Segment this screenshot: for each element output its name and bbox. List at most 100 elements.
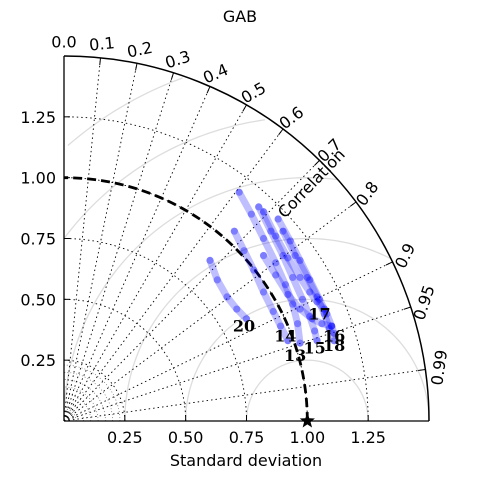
- rmsd-contour: [185, 298, 430, 422]
- axes-layer: 0.25 0.25 0.50 0.50 0.75 0.75 1.00 1.00 1.25 1.25…: [20, 33, 451, 448]
- x-tick-label: 1.25: [350, 428, 386, 447]
- data-point: [330, 337, 338, 345]
- correlation-tick: [314, 159, 320, 166]
- data-point: [255, 203, 263, 211]
- data-point: [267, 227, 275, 235]
- y-tick-label: 1.25: [20, 108, 56, 127]
- series-track: [206, 256, 250, 323]
- correlation-tick: [349, 201, 357, 207]
- data-point: [259, 288, 268, 296]
- x-tick-label: 0.50: [168, 428, 204, 447]
- data-point: [235, 188, 243, 196]
- data-point: [259, 234, 268, 243]
- series-track: [279, 227, 338, 345]
- data-point: [296, 273, 304, 282]
- series-track: [260, 252, 336, 330]
- data-point: [306, 288, 314, 296]
- correlation-tick: [385, 261, 393, 266]
- reference-star-marker: [299, 413, 315, 428]
- data-point: [233, 305, 241, 313]
- data-point: [213, 276, 221, 284]
- data-point: [320, 305, 328, 313]
- correlation-tick-label: 0.0: [51, 33, 76, 52]
- data-point: [284, 254, 292, 262]
- data-point: [323, 310, 331, 318]
- correlation-tick-label: 0.8: [352, 178, 382, 210]
- correlation-tick-label: 0.99: [427, 349, 451, 387]
- data-point: [242, 315, 251, 323]
- data-point: [306, 312, 314, 320]
- data-point: [328, 322, 336, 330]
- data-point: [298, 295, 307, 303]
- data-point: [294, 320, 302, 328]
- y-tick-label: 0.50: [20, 290, 56, 309]
- data-point: [296, 305, 304, 313]
- correlation-tick: [278, 128, 284, 136]
- std-gridline: [63, 116, 369, 422]
- std-gridline: [63, 298, 187, 422]
- data-point: [272, 271, 280, 279]
- correlation-tick: [418, 369, 426, 372]
- data-point: [272, 232, 280, 240]
- data-point: [230, 227, 238, 235]
- point-label: 15: [304, 339, 326, 358]
- data-point: [279, 227, 287, 235]
- data-point: [279, 251, 287, 260]
- y-tick-label: 0.25: [20, 351, 56, 370]
- series-track: [274, 215, 338, 337]
- series-track: [235, 188, 304, 347]
- correlation-gridline: [63, 369, 426, 422]
- correlation-tick: [403, 306, 411, 310]
- data-point: [269, 307, 277, 316]
- correlation-tick: [99, 57, 101, 66]
- point-label: 17: [308, 304, 330, 323]
- data-point: [328, 322, 336, 330]
- data-point: [281, 281, 290, 289]
- data-point: [289, 300, 297, 308]
- x-tick-label: 0.75: [229, 428, 265, 447]
- data-point: [223, 293, 231, 301]
- std-gridline: [63, 372, 113, 422]
- correlation-tick-label: 0.95: [409, 283, 438, 323]
- correlation-tick: [242, 104, 247, 112]
- rmsd-contour: [245, 359, 369, 422]
- data-point: [318, 320, 326, 328]
- data-point: [284, 337, 292, 345]
- data-point: [313, 298, 321, 306]
- correlation-arc: [63, 55, 430, 422]
- correlation-tick-label: 0.4: [200, 60, 231, 88]
- x-tick-label: 1.00: [290, 428, 326, 447]
- data-point: [250, 266, 258, 274]
- data-point: [313, 293, 321, 301]
- data-point: [240, 247, 248, 255]
- data-point: [276, 322, 285, 330]
- data-point: [330, 329, 338, 337]
- series-track: [255, 203, 321, 345]
- correlation-gridline: [63, 86, 211, 422]
- point-label: 20: [233, 317, 255, 336]
- data-point: [259, 251, 268, 260]
- data-point: [284, 290, 292, 299]
- data-point: [325, 324, 333, 333]
- data-point: [308, 315, 316, 323]
- correlation-tick: [135, 63, 138, 71]
- correlation-tick: [170, 72, 174, 80]
- data-point: [272, 259, 280, 267]
- rmsd-contour: [63, 119, 266, 239]
- correlation-tick-label: 0.6: [276, 103, 308, 133]
- series-layer: [206, 188, 338, 347]
- data-point: [311, 327, 319, 335]
- correlation-tick-label: 0.1: [88, 33, 115, 54]
- data-point: [306, 276, 314, 284]
- series-track: [260, 208, 328, 313]
- data-point: [289, 273, 297, 282]
- rmsd-contour: [124, 237, 391, 422]
- std-gridline: [63, 177, 308, 422]
- grid-layer: [63, 57, 430, 422]
- data-point: [259, 208, 268, 216]
- y-tick-label: 0.75: [20, 230, 56, 249]
- data-point: [320, 310, 328, 318]
- point-label: 13: [284, 346, 306, 365]
